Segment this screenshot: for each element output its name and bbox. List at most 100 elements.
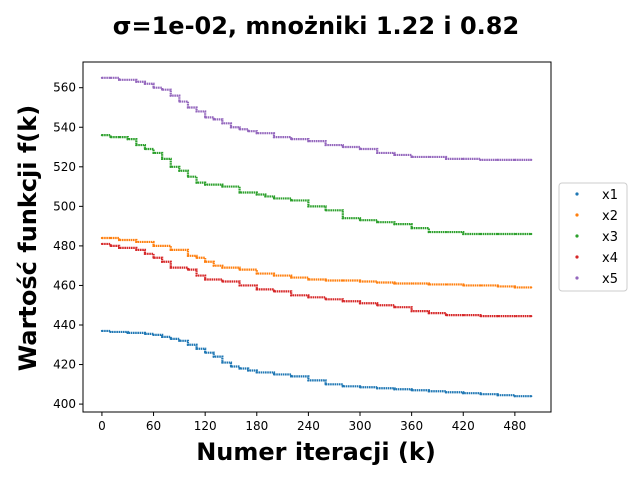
data-point-x5 <box>100 76 104 79</box>
data-point-x5 <box>496 158 499 161</box>
y-tick-label: 500 <box>53 199 76 213</box>
data-point-x2 <box>358 280 362 283</box>
data-point-x3 <box>410 227 413 230</box>
data-point-x1 <box>152 333 155 336</box>
data-point-x5 <box>462 157 465 160</box>
y-tick-label: 560 <box>53 81 76 95</box>
data-point-x5 <box>255 132 258 135</box>
data-point-x4 <box>143 252 147 255</box>
data-point-x1 <box>272 373 276 376</box>
data-point-x5 <box>307 140 310 143</box>
data-point-x1 <box>410 389 413 392</box>
data-point-x1 <box>212 355 215 358</box>
data-point-x3 <box>100 134 104 137</box>
data-point-x5 <box>229 126 233 129</box>
data-point-x3 <box>143 147 147 151</box>
data-point-x5 <box>186 106 190 109</box>
data-point-x4 <box>427 312 430 315</box>
data-point-x3 <box>109 136 112 139</box>
data-point-x2 <box>513 286 516 289</box>
data-point-x3 <box>358 219 362 222</box>
data-point-x3 <box>264 195 267 198</box>
y-tick-label: 520 <box>53 160 76 174</box>
data-point-x1 <box>161 335 164 338</box>
x-tick-label: 300 <box>349 419 372 433</box>
data-point-x2 <box>307 278 310 281</box>
data-point-x5 <box>247 130 250 133</box>
data-point-x1 <box>221 361 224 364</box>
data-point-x3 <box>479 232 482 236</box>
data-point-x2 <box>530 286 533 289</box>
data-point-x1 <box>341 385 344 388</box>
series-x5 <box>100 76 533 161</box>
legend-marker-x3 <box>575 234 579 238</box>
data-point-x3 <box>444 230 448 234</box>
data-point-x4 <box>530 315 533 318</box>
axes-frame <box>82 61 552 413</box>
y-tick-label: 420 <box>53 358 76 372</box>
legend-label-x2: x2 <box>602 209 618 224</box>
series-x3 <box>100 134 533 236</box>
data-point-x1 <box>100 329 104 333</box>
data-point-x5 <box>513 158 516 161</box>
data-point-x5 <box>212 118 215 121</box>
data-point-x4 <box>109 244 112 247</box>
data-point-x2 <box>135 240 138 244</box>
data-point-x4 <box>462 314 465 317</box>
data-point-x1 <box>109 330 112 334</box>
data-point-x2 <box>410 282 413 285</box>
x-tick-label: 0 <box>98 419 106 433</box>
data-point-x4 <box>479 315 482 318</box>
data-point-x2 <box>290 276 293 279</box>
data-point-x3 <box>376 221 379 224</box>
data-point-x4 <box>376 304 379 307</box>
data-point-x2 <box>272 274 276 277</box>
data-point-x2 <box>100 236 104 240</box>
data-point-x2 <box>109 236 112 240</box>
data-point-x4 <box>444 314 448 317</box>
data-point-x1 <box>178 339 181 342</box>
data-point-x3 <box>126 138 129 141</box>
data-point-x1 <box>143 332 147 335</box>
data-point-x3 <box>341 217 344 220</box>
data-point-x5 <box>238 128 241 131</box>
data-point-x3 <box>307 205 310 208</box>
data-point-x3 <box>195 181 198 184</box>
data-point-x1 <box>169 337 172 340</box>
y-axis-label: Wartość funkcji f(k) <box>14 105 42 371</box>
chart-title: σ=1e-02, mnożniki 1.22 i 0.82 <box>113 12 519 40</box>
data-point-x5 <box>444 157 448 160</box>
data-point-x5 <box>195 110 198 113</box>
data-point-x2 <box>195 256 198 259</box>
data-point-x3 <box>135 143 138 147</box>
data-point-x3 <box>178 169 181 172</box>
data-point-x2 <box>393 282 396 285</box>
data-point-x5 <box>272 136 276 139</box>
data-point-x1 <box>247 369 250 372</box>
data-point-x5 <box>393 153 396 157</box>
data-point-x1 <box>229 365 233 368</box>
data-point-x4 <box>135 248 138 251</box>
data-point-x2 <box>255 272 258 275</box>
data-point-x2 <box>221 266 224 269</box>
data-point-x1 <box>307 379 310 382</box>
x-tick-label: 60 <box>146 419 161 433</box>
x-tick-label: 120 <box>194 419 217 433</box>
legend: x1 x2 x3 x4 x5 <box>558 182 628 292</box>
data-point-x4 <box>307 296 310 299</box>
x-axis: 0 60 120 180 240 300 360 420 480 <box>98 412 526 433</box>
data-point-x1 <box>186 343 190 346</box>
data-point-x4 <box>195 274 198 277</box>
data-point-x4 <box>272 290 276 293</box>
data-point-x5 <box>290 138 293 141</box>
data-point-x4 <box>341 300 344 303</box>
data-point-x2 <box>118 238 121 242</box>
data-point-x3 <box>324 209 327 212</box>
data-point-x5 <box>152 86 155 89</box>
data-point-x1 <box>479 393 482 396</box>
data-point-x4 <box>169 266 172 269</box>
series-x1 <box>100 329 533 398</box>
data-point-x5 <box>161 88 164 91</box>
data-point-x1 <box>195 347 198 350</box>
